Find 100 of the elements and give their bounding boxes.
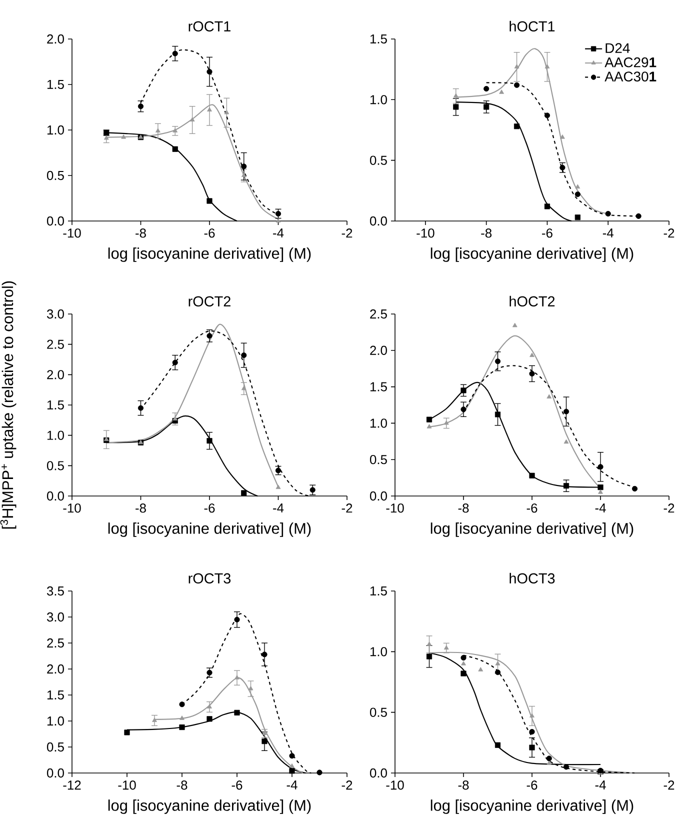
- y-tick-label: 2.5: [370, 309, 387, 319]
- x-tick-label: -8: [136, 504, 146, 513]
- x-axis-title: log [isocyanine derivative] (M): [108, 800, 311, 814]
- point: [241, 490, 247, 496]
- x-tick-label: -10: [118, 780, 136, 790]
- point: [172, 146, 178, 152]
- point: [544, 204, 550, 210]
- point: [121, 134, 126, 139]
- y-tick-label: 0.0: [46, 491, 64, 501]
- x-tick-label: -10: [386, 504, 404, 513]
- point: [461, 661, 466, 666]
- point: [124, 730, 130, 736]
- x-tick-label: -6: [204, 504, 215, 513]
- y-tick-label: 1.5: [370, 586, 387, 596]
- x-tick-label: -2: [342, 780, 352, 790]
- point: [605, 210, 611, 217]
- point: [460, 670, 466, 676]
- point: [512, 322, 518, 328]
- point: [172, 416, 178, 420]
- y-tick-label: 3.0: [46, 309, 64, 319]
- point: [289, 768, 295, 774]
- point: [478, 667, 484, 672]
- x-axis-title: log [isocyanine derivative] (M): [430, 522, 634, 537]
- x-tick-label: -6: [526, 504, 538, 513]
- point: [426, 424, 432, 428]
- point: [172, 360, 178, 366]
- legend-label: AAC301: [604, 72, 656, 82]
- y-tick-label: 1.0: [370, 95, 387, 104]
- y-tick-label: 0.0: [370, 491, 387, 501]
- point: [574, 192, 580, 198]
- point: [575, 184, 580, 189]
- y-tick-label: 1.5: [47, 80, 64, 90]
- point: [499, 90, 504, 94]
- y-tick-label: 2.0: [47, 664, 64, 674]
- point: [241, 352, 247, 358]
- point: [138, 405, 144, 411]
- point: [494, 358, 501, 364]
- y-tick-label: 1.0: [47, 716, 64, 726]
- point: [290, 763, 294, 768]
- point: [234, 675, 240, 680]
- y-tick-label: 1.0: [370, 418, 387, 428]
- y-tick-label: 1.5: [47, 690, 64, 700]
- x-tick-label: -6: [204, 228, 215, 238]
- chart-title: hOCT1: [510, 20, 555, 32]
- point: [636, 213, 642, 219]
- point: [138, 104, 144, 110]
- y-tick-label: 0.5: [370, 455, 387, 464]
- point: [179, 702, 185, 708]
- point: [514, 64, 520, 68]
- y-tick-label: 2.5: [47, 638, 64, 648]
- point: [563, 764, 570, 770]
- y-tick-label: 0.5: [46, 170, 64, 180]
- point: [598, 490, 603, 494]
- point: [172, 50, 178, 56]
- legend-label: D24: [606, 43, 630, 53]
- point: [460, 654, 466, 661]
- point: [530, 713, 534, 718]
- x-axis-title: log [isocyanine derivative] (M): [108, 522, 311, 537]
- x-tick-label: -2: [342, 504, 352, 513]
- x-tick-label: -6: [526, 780, 538, 790]
- point: [529, 370, 535, 376]
- x-tick-label: -10: [416, 228, 434, 238]
- x-tick-label: -2: [664, 228, 674, 238]
- point: [444, 420, 449, 425]
- point: [546, 394, 552, 398]
- y-tick-label: 1.5: [370, 34, 387, 44]
- y-tick-label: 3.5: [46, 586, 64, 596]
- point: [276, 484, 281, 489]
- point: [563, 483, 570, 489]
- chart-title: hOCT3: [510, 572, 555, 584]
- x-tick-label: -8: [176, 780, 188, 790]
- point: [206, 670, 212, 676]
- point: [224, 110, 230, 114]
- point: [206, 198, 212, 204]
- x-tick-label: -4: [273, 504, 284, 512]
- x-tick-label: -12: [63, 780, 81, 790]
- x-tick-label: -6: [232, 780, 242, 790]
- point: [180, 716, 184, 720]
- x-tick-label: -8: [458, 780, 469, 790]
- legend-label: AAC291: [604, 57, 656, 68]
- y-tick-label: 3.0: [46, 612, 64, 622]
- point: [530, 352, 534, 357]
- x-tick-label: -4: [602, 228, 614, 238]
- point: [574, 214, 580, 220]
- x-tick-label: -4: [595, 780, 606, 790]
- point: [275, 468, 282, 474]
- y-tick-label: 1.5: [370, 382, 387, 392]
- y-axis-title: [$^{3}$H]MPP$^{+}$ uptake (relative to control): [0, 281, 16, 529]
- x-tick-label: -10: [63, 504, 81, 513]
- point: [275, 210, 282, 217]
- point: [152, 718, 157, 722]
- x-tick-label: -4: [273, 228, 284, 238]
- point: [172, 128, 178, 132]
- point: [206, 68, 212, 75]
- point: [310, 487, 316, 493]
- point: [460, 406, 466, 412]
- point: [453, 93, 458, 98]
- point: [529, 728, 535, 735]
- chart-title: rOCT3: [188, 573, 231, 584]
- point: [598, 464, 604, 470]
